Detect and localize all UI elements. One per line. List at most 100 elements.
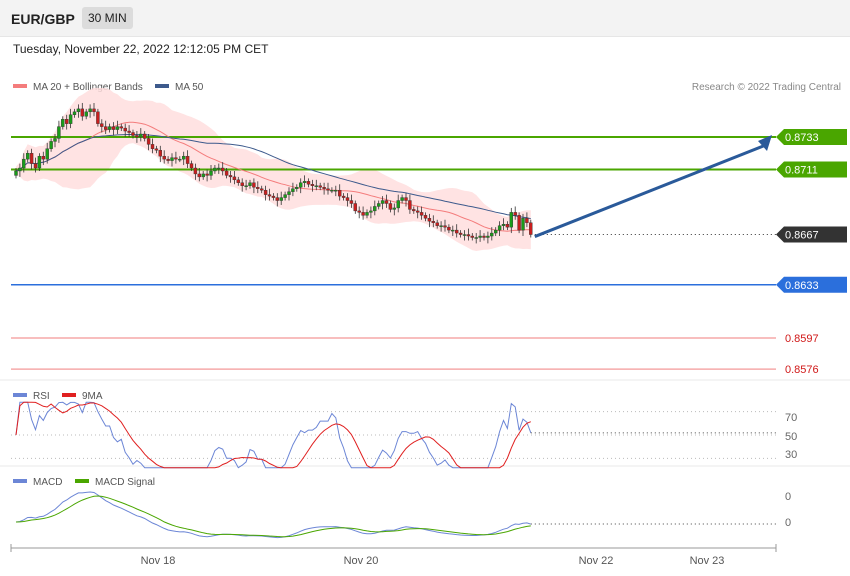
candle (103, 120, 108, 135)
level-value-0.8733: 0.8733 (785, 132, 819, 144)
top-bar: EUR/GBP 30 MIN (0, 0, 850, 37)
candle-body (103, 126, 108, 130)
candle (236, 176, 241, 186)
candle-body (431, 221, 435, 223)
candle-body (501, 223, 506, 226)
macd-signal-legend-label: MACD Signal (95, 477, 155, 488)
candle (357, 206, 361, 219)
level-value-0.8711: 0.8711 (785, 164, 818, 176)
candle-body (205, 173, 209, 176)
candle-body (291, 188, 295, 192)
candle-body (474, 237, 478, 239)
candle (256, 181, 260, 194)
timeframe-button[interactable]: 30 MIN (82, 7, 133, 29)
candle (466, 228, 471, 241)
ma20-legend-label: MA 20 + Bollinger Bands (33, 82, 143, 93)
candle-body (29, 153, 34, 164)
candle (111, 122, 116, 136)
candle-body (447, 226, 451, 231)
candle (521, 213, 525, 237)
level-value-0.8667: 0.8667 (785, 230, 819, 242)
candle (384, 194, 389, 208)
macd-legend-swatch (13, 479, 27, 483)
macd-signal-legend-swatch (75, 479, 89, 483)
candle-body (111, 126, 116, 130)
chart-datetime: Tuesday, November 22, 2022 12:12:05 PM C… (13, 42, 269, 56)
candle (224, 168, 229, 179)
candle (49, 138, 53, 152)
candle (380, 196, 385, 210)
candle (482, 233, 486, 241)
candle-body (53, 138, 57, 142)
candle (18, 163, 22, 177)
rsi-line (15, 401, 532, 469)
candle-body (423, 215, 428, 219)
candle (252, 178, 256, 194)
candle (115, 120, 120, 135)
candle (68, 108, 73, 129)
candle-body (228, 175, 233, 178)
candle (84, 108, 88, 120)
candle (96, 108, 100, 127)
candlesticks (14, 102, 533, 244)
candle-body (68, 114, 73, 124)
candle-body (505, 223, 510, 228)
candle-body (283, 194, 287, 198)
candle-body (494, 229, 498, 234)
candle-body (232, 176, 237, 181)
candle (392, 203, 396, 216)
candle (361, 206, 365, 220)
x-tick-nov23: Nov 23 (690, 555, 725, 567)
candle-body (57, 126, 61, 139)
candle (400, 194, 404, 204)
candle (435, 219, 439, 229)
candle (37, 153, 42, 171)
candle-body (185, 155, 190, 164)
candle (213, 165, 217, 174)
candle (267, 188, 272, 201)
candle-body (439, 225, 443, 227)
candle (53, 134, 57, 148)
candle-body (166, 158, 170, 161)
candle (447, 224, 451, 234)
resistance-tag (776, 128, 847, 145)
candle-body (37, 155, 42, 169)
candle (174, 151, 178, 164)
candle-body (174, 157, 178, 160)
candle-body (455, 229, 459, 234)
rsi-ma-legend-swatch (62, 393, 76, 397)
candle (439, 221, 443, 232)
candle-body (334, 189, 338, 192)
candle (299, 178, 303, 194)
candle (76, 104, 81, 118)
candle (369, 206, 373, 219)
candle-body (33, 163, 38, 169)
candle (295, 184, 299, 192)
candle-body (213, 167, 217, 172)
candle-body (435, 222, 439, 226)
macd-panel (15, 491, 776, 539)
candle-body (349, 200, 354, 204)
candle (279, 191, 283, 205)
resistance-tag (776, 161, 847, 178)
candle (306, 178, 311, 188)
candle (478, 230, 482, 242)
candle (45, 142, 49, 164)
candle-body (357, 210, 361, 213)
candle (240, 178, 244, 192)
macd-tick-zero: 0 (785, 517, 791, 529)
candle (139, 128, 143, 142)
candle-body (92, 108, 96, 113)
candle-body (14, 170, 18, 176)
candle-body (314, 185, 318, 187)
candle (263, 185, 268, 201)
candle-body (427, 218, 432, 222)
current-tag (776, 226, 847, 243)
candle-body (388, 203, 393, 210)
candle (181, 151, 186, 166)
candle (517, 212, 521, 234)
rsi-ma-line (15, 401, 531, 469)
candle (353, 200, 357, 214)
candle (228, 170, 233, 183)
